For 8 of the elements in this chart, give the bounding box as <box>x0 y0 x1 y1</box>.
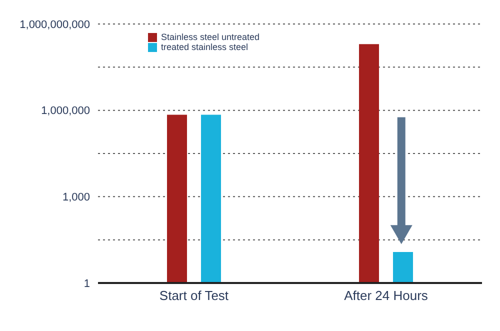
legend-label: Stainless steel untreated <box>161 32 260 42</box>
y-tick-label: 1,000,000,000 <box>20 18 90 31</box>
x-tick-label: After 24 Hours <box>344 288 428 304</box>
y-tick-label: 1 <box>84 278 90 290</box>
legend-label: treated stainless steel <box>161 42 248 52</box>
y-tick-label: 1,000 <box>62 192 90 204</box>
y-tick-label: 1,000,000 <box>41 105 90 118</box>
x-tick-label: Start of Test <box>159 288 229 304</box>
